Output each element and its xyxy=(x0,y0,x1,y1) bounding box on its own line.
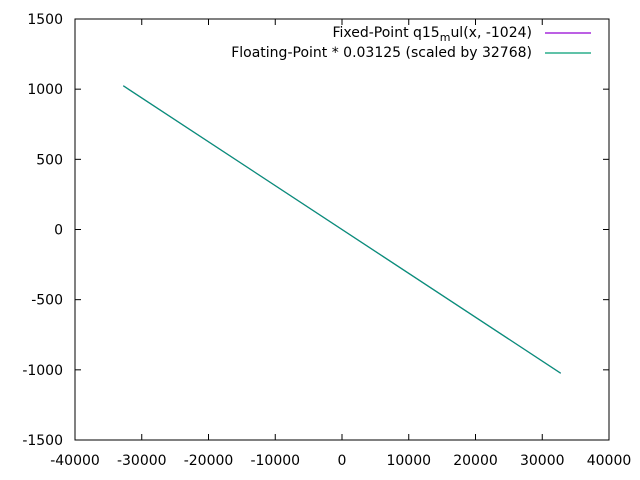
x-tick-label: 0 xyxy=(338,453,347,469)
y-tick-label: 1000 xyxy=(27,82,63,98)
legend-label-fixed-point: Fixed-Point q15mul(x, -1024) xyxy=(332,25,532,44)
x-tick-label: -40000 xyxy=(50,453,100,469)
x-tick-label: -30000 xyxy=(117,453,167,469)
x-tick-label: 30000 xyxy=(520,453,565,469)
y-axis: -1500 -1000 -500 0 500 1000 1500 xyxy=(22,12,609,449)
x-axis: -40000 -30000 -20000 -10000 0 10000 20000 30000… xyxy=(50,19,631,469)
series-lines xyxy=(122,85,562,374)
x-tick-label: 10000 xyxy=(386,453,431,469)
y-tick-label: 1500 xyxy=(27,12,63,28)
plot-frame xyxy=(74,18,610,441)
y-tick-label: -1000 xyxy=(22,363,63,379)
y-tick-label: -500 xyxy=(31,293,63,309)
legend-label-subscript: m xyxy=(440,31,451,44)
x-tick-label: 20000 xyxy=(453,453,498,469)
y-tick-label: -1500 xyxy=(22,433,63,449)
series-line-floating-point xyxy=(122,85,562,374)
y-tick-label: 500 xyxy=(36,152,63,168)
y-tick-label: 0 xyxy=(54,223,63,239)
legend: Fixed-Point q15mul(x, -1024) Floating-Po… xyxy=(231,25,591,61)
x-tick-label: -20000 xyxy=(184,453,234,469)
x-tick-label: 40000 xyxy=(587,453,632,469)
x-tick-label: -10000 xyxy=(250,453,300,469)
legend-label-floating-point: Floating-Point * 0.03125 (scaled by 3276… xyxy=(231,45,532,61)
